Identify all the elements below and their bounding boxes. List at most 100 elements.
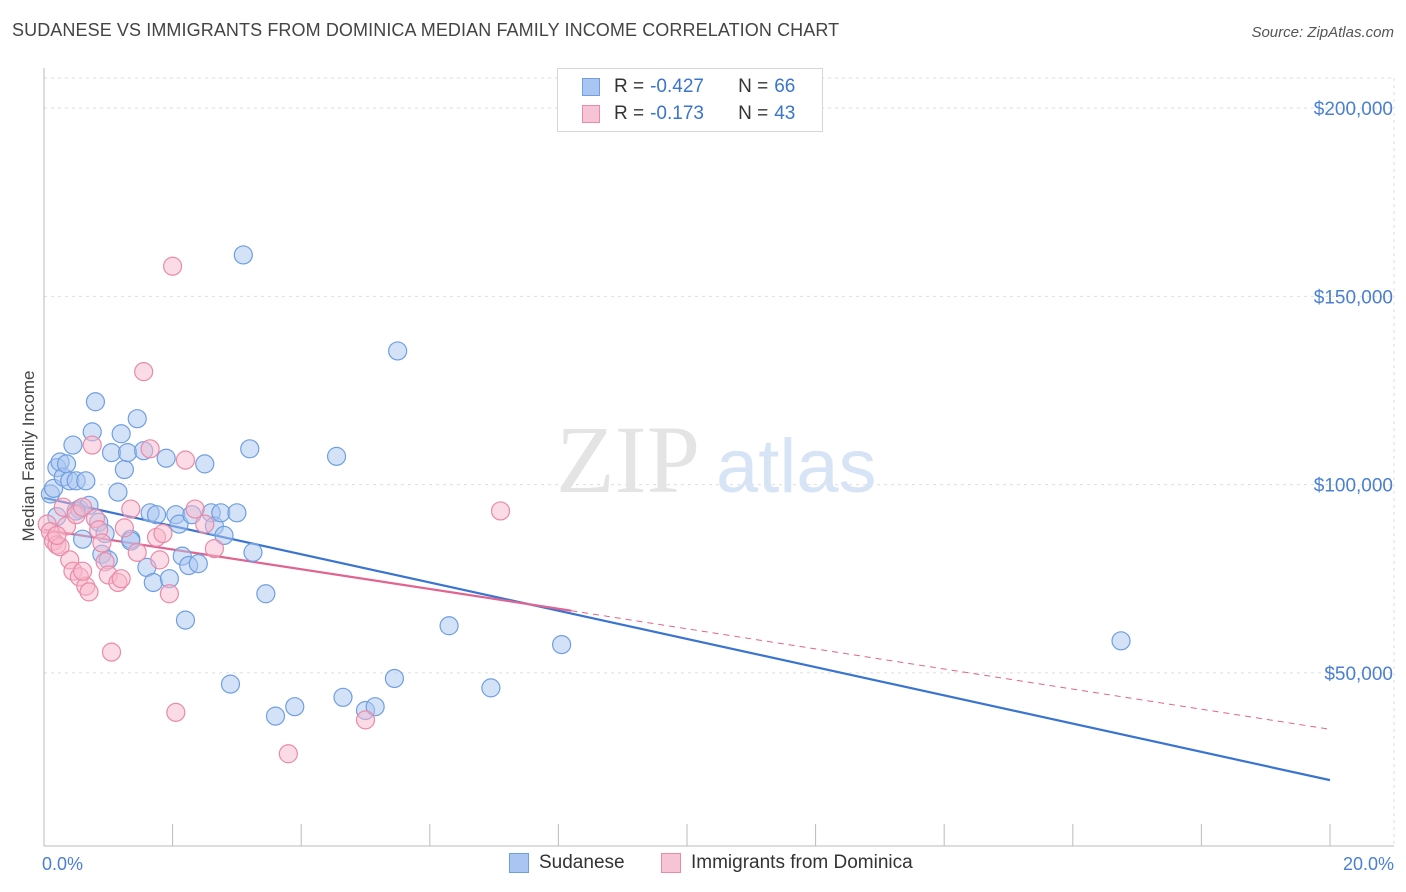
sudanese-point: [326, 446, 347, 466]
dominica-point: [185, 499, 205, 519]
axes: [43, 68, 1394, 847]
dominica-point: [111, 569, 131, 589]
dominica-point: [204, 538, 224, 559]
dominica-point: [114, 518, 134, 538]
dominica-point: [82, 435, 102, 455]
sudanese-point: [56, 454, 77, 474]
sudanese-point: [256, 584, 276, 604]
sudanese-trend-line: [43, 496, 1331, 782]
x-tick-label-max: 20.0%: [1343, 854, 1394, 874]
dominica-point: [278, 744, 298, 764]
bottom-legend-swatch-blue: [509, 853, 529, 873]
y-tick-label: $100,000: [1314, 476, 1393, 497]
legend-n-label: N =: [738, 76, 769, 97]
dominica-point: [490, 501, 511, 521]
sudanese-point: [285, 697, 305, 717]
bottom-legend-swatch-pink: [661, 853, 681, 873]
sudanese-point: [384, 668, 405, 689]
bottom-legend-label-sudanese: Sudanese: [539, 852, 625, 873]
sudanese-point: [169, 514, 189, 534]
legend-row-dominica: R = -0.173 N = 43: [582, 100, 795, 128]
watermark-atlas: atlas: [716, 424, 877, 509]
dominica-point: [150, 550, 170, 570]
legend-r-label: R =: [614, 103, 645, 124]
x-tick-labels: 0.0% 20.0%: [42, 854, 1394, 874]
dominica-point: [159, 584, 179, 604]
y-axis-label: Median Family Income: [19, 370, 38, 541]
dominica-point: [195, 514, 215, 534]
dominica-point: [79, 582, 99, 602]
sudanese-point: [101, 442, 122, 463]
chart-title: SUDANESE VS IMMIGRANTS FROM DOMINICA MED…: [12, 20, 840, 40]
trend-lines: [43, 496, 1331, 782]
data-points: [37, 245, 1131, 764]
sudanese-point: [243, 542, 263, 562]
y-tick-label: $200,000: [1314, 99, 1393, 120]
sudanese-point: [175, 610, 196, 630]
legend-r-label: R =: [614, 76, 645, 97]
sudanese-point: [127, 409, 147, 429]
sudanese-point: [85, 392, 106, 412]
y-tick-labels: $50,000 $100,000 $150,000 $200,000: [1314, 99, 1393, 685]
legend-swatch-blue: [582, 78, 600, 96]
sudanese-point: [146, 505, 167, 525]
dominica-point: [134, 362, 154, 382]
legend-swatch-pink: [582, 105, 600, 123]
bottom-legend-sudanese: Sudanese: [509, 852, 625, 874]
legend-row-sudanese: R = -0.427 N = 66: [582, 73, 795, 101]
bottom-legend-dominica: Immigrants from Dominica: [661, 852, 913, 874]
sudanese-point: [552, 634, 572, 655]
dominica-point: [163, 256, 183, 276]
sudanese-point: [63, 435, 83, 455]
sudanese-point: [1111, 631, 1131, 651]
dominica-point: [153, 523, 173, 544]
source-label: Source: ZipAtlas.com: [1251, 24, 1394, 41]
sudanese-point: [481, 678, 501, 698]
sudanese-point: [143, 572, 163, 593]
dominica-trend-extrapolated: [571, 610, 1331, 730]
dominica-point: [72, 497, 93, 517]
sudanese-point: [233, 245, 253, 265]
y-tick-label: $50,000: [1324, 664, 1393, 685]
dominica-point: [127, 542, 147, 562]
sudanese-point: [117, 442, 138, 463]
sudanese-point: [265, 706, 286, 726]
sudanese-point: [114, 459, 134, 480]
sudanese-point: [214, 525, 234, 546]
sudanese-point: [72, 529, 93, 549]
dominica-point: [101, 642, 122, 662]
sudanese-point: [388, 341, 408, 361]
dominica-point: [140, 439, 160, 459]
dominica-point: [175, 450, 196, 470]
legend-n-value: 43: [774, 103, 796, 124]
sudanese-point: [227, 503, 247, 523]
sudanese-point: [333, 687, 353, 707]
watermark-zip: ZIP: [556, 406, 700, 513]
legend-r-value: -0.173: [650, 103, 704, 124]
watermark: ZIP atlas: [556, 406, 877, 513]
stats-legend: R = -0.427 N = 66 R = -0.173 N = 43: [557, 68, 823, 132]
dominica-point: [166, 702, 186, 722]
sudanese-point: [195, 454, 215, 474]
sudanese-point: [220, 674, 241, 694]
legend-n-label: N =: [738, 103, 769, 124]
sudanese-point: [156, 448, 176, 468]
x-tick-label-min: 0.0%: [42, 854, 83, 874]
sudanese-point: [188, 554, 208, 574]
dominica-point: [72, 561, 93, 581]
sudanese-point: [240, 439, 260, 459]
dominica-point: [121, 499, 141, 519]
legend-r-value: -0.427: [650, 76, 704, 97]
dominica-point: [92, 533, 112, 553]
y-tick-label: $150,000: [1314, 287, 1393, 308]
dominica-point: [47, 525, 67, 546]
legend-n-value: 66: [774, 76, 796, 97]
sudanese-point: [211, 503, 231, 523]
sudanese-point: [439, 616, 459, 636]
sudanese-point: [365, 697, 385, 717]
sudanese-point: [76, 471, 96, 491]
dominica-point: [355, 710, 376, 730]
bottom-legend-label-dominica: Immigrants from Dominica: [691, 852, 913, 873]
sudanese-point: [111, 424, 131, 444]
